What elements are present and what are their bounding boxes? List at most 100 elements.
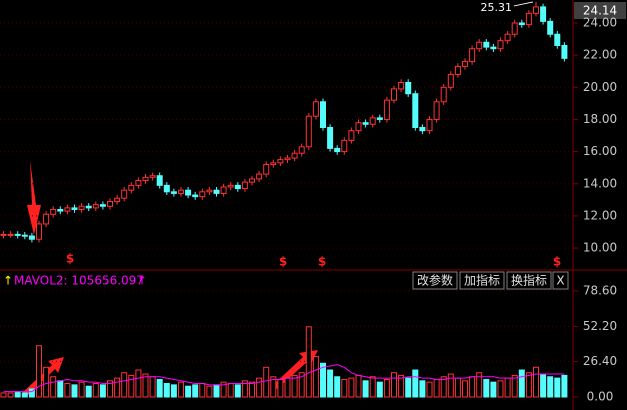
candle-body [469, 48, 476, 63]
y-tick-label: 16.00 [583, 144, 617, 158]
volume-bar [320, 362, 326, 398]
candle-body [419, 126, 426, 132]
candle-body [213, 189, 220, 194]
volume-bar [291, 374, 298, 398]
volume-bar [405, 377, 412, 398]
y-tick-label: 12.00 [583, 208, 617, 222]
candle-body [99, 204, 106, 207]
volume-bar [454, 377, 461, 398]
candle-body [7, 233, 14, 236]
candle-body [327, 126, 334, 149]
volume-bar [156, 378, 163, 398]
candle-body [36, 223, 42, 240]
candle-body [341, 139, 348, 153]
volume-bar [50, 376, 57, 398]
candle-body [398, 81, 405, 90]
button[interactable]: 改参数 [412, 271, 458, 290]
volume-bar [114, 377, 121, 398]
candle-body [170, 191, 177, 194]
candle-body [192, 194, 199, 198]
candle-body [71, 207, 78, 210]
candle-body [277, 159, 284, 164]
volume-bar [497, 380, 504, 398]
candle-body [227, 184, 234, 188]
volume-bar [185, 385, 192, 398]
v-tick-label: 52.20 [583, 319, 617, 333]
candle-body [305, 115, 312, 148]
candle-body [149, 175, 156, 178]
volume-bar [14, 391, 21, 398]
volume-bar [462, 380, 468, 398]
candle-body [156, 175, 163, 186]
candle-body [199, 191, 206, 198]
volume-bar [376, 381, 383, 398]
volume-bar [206, 385, 213, 398]
volume-bar [249, 381, 255, 398]
volume-bar [483, 378, 490, 398]
candle-body [43, 213, 50, 225]
candle-body [561, 44, 568, 59]
volume-bar [547, 376, 554, 398]
volume-bar [7, 392, 14, 398]
candle-body [312, 101, 319, 117]
arrow-icon: ↑ [137, 274, 147, 288]
y-tick-label: 14.00 [583, 176, 617, 190]
volume-bar [348, 377, 355, 398]
volume-bar [440, 376, 447, 398]
candle-body [334, 147, 341, 153]
y-tick-label: 20.00 [583, 80, 617, 94]
candle-body [28, 235, 35, 240]
volume-bar [383, 378, 390, 398]
indicator-label: MAVOL2: 105656.097 [14, 274, 144, 288]
candle-body [376, 117, 383, 120]
volume-bar [561, 374, 568, 398]
candle-body [490, 46, 497, 50]
candle-body [518, 22, 525, 26]
last-price: 24.14 [583, 4, 617, 18]
candle-body [270, 162, 277, 165]
volume-bar [142, 373, 149, 398]
button[interactable]: X [552, 271, 569, 290]
volume-bar [107, 380, 113, 398]
candle-body [426, 118, 433, 132]
candle-body [107, 200, 113, 207]
candle-body [497, 40, 504, 50]
candle-body [142, 176, 149, 182]
volume-bar [341, 378, 348, 398]
volume-bar [227, 383, 234, 398]
signal: $ [318, 255, 326, 269]
candle-body [298, 146, 305, 154]
volume-bar [220, 381, 227, 398]
volume-bar [170, 384, 177, 398]
last-price-box [574, 2, 626, 19]
volume-bar [128, 374, 135, 398]
volume-bar [412, 369, 419, 398]
volume-bar [355, 374, 362, 398]
v-tick-label: 0.00 [587, 390, 614, 404]
button-label[interactable]: 改参数 [417, 273, 453, 288]
volume-bar [362, 380, 369, 398]
button-label[interactable]: X [556, 274, 564, 288]
volume-bar [85, 385, 92, 398]
volume-bar [199, 383, 206, 398]
volume-bar [163, 383, 170, 398]
button-label[interactable]: 加指标 [464, 273, 500, 288]
y-tick-label: 10.00 [583, 241, 617, 255]
volume-bar [78, 381, 85, 398]
button-label[interactable]: 换指标 [511, 273, 547, 288]
v-tick-label: 78.60 [583, 283, 617, 297]
candle-body [121, 189, 128, 199]
button[interactable]: 加指标 [459, 271, 505, 290]
max-label: 25.31 [481, 1, 513, 14]
volume-bar [469, 376, 476, 398]
v-tick-label: 26.40 [583, 354, 617, 368]
button[interactable]: 换指标 [506, 271, 552, 290]
arrow-icon: ↑ [3, 274, 13, 288]
candle-body [241, 181, 248, 190]
candle-body [114, 197, 121, 202]
volume-bar [419, 380, 426, 398]
candle-body [383, 99, 390, 120]
volume-bar [554, 377, 561, 398]
candle-body [249, 178, 255, 183]
volume-bar [241, 380, 248, 398]
